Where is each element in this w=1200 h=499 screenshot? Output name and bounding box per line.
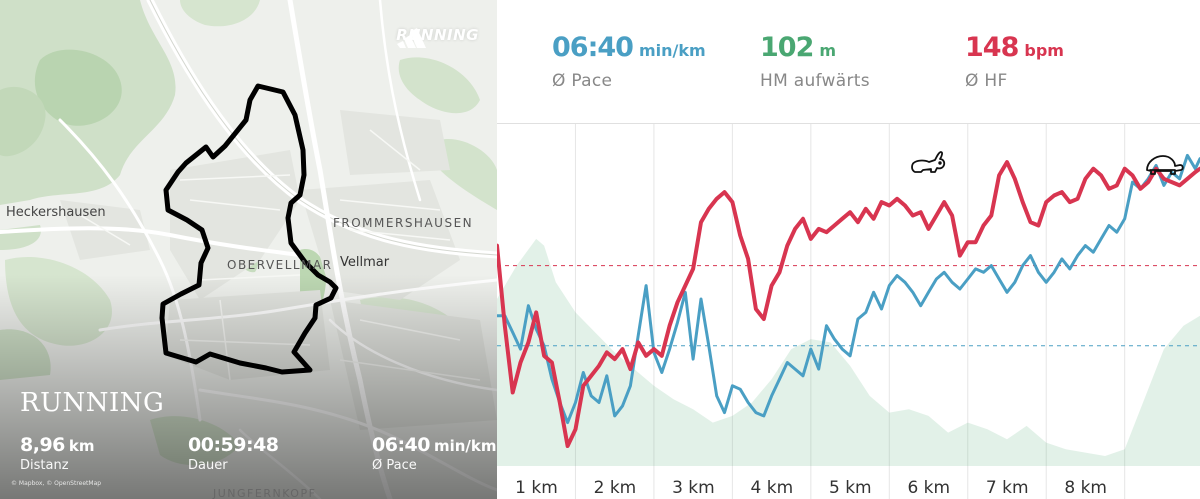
activity-chart[interactable]: 1 km 2 km 3 km 4 km 5 km 6 km 7 km 8 km [497, 124, 1200, 499]
x-tick-label: 7 km [986, 478, 1029, 498]
adidas-three-stripes-icon [397, 28, 427, 48]
stats-panel: 06:40 min/km Ø Pace 102 m HM aufwärts 148 b… [497, 0, 1200, 499]
stat-distance-label: Distanz [20, 458, 69, 473]
place-label-heckershausen: Heckershausen [6, 205, 106, 220]
stat-distance-unit: km [68, 437, 95, 455]
rabbit-icon [911, 151, 946, 173]
summary-elevation-value: 102 [760, 32, 814, 63]
stat-pace-unit: min/km [433, 437, 497, 455]
heart-rate-line [497, 160, 1200, 448]
summary-elevation-label: HM aufwärts [760, 71, 870, 91]
x-tick-label: 6 km [907, 478, 950, 498]
summary-pace: 06:40 min/km Ø Pace [552, 32, 706, 91]
place-label-frommershausen: FROMMERSHAUSEN [333, 216, 474, 230]
stat-distance-value: 8,96 [20, 434, 65, 456]
map-attribution[interactable]: © Mapbox, © OpenStreetMap [11, 480, 102, 487]
chart-grid [574, 124, 1126, 499]
summary-heart-rate-value: 148 [965, 32, 1019, 63]
stat-pace: 06:40 min/km Ø Pace [372, 434, 497, 473]
elevation-series [497, 238, 1200, 466]
stat-pace-value: 06:40 [372, 434, 430, 456]
place-label-jungfernkopf: JUNGFERNKOPF [213, 487, 317, 499]
summary-pace-value: 06:40 [552, 32, 634, 63]
place-label-vellmar: Vellmar [340, 255, 390, 270]
summary-heart-rate: 148 bpm Ø HF [965, 32, 1064, 91]
elevation-area [497, 238, 1200, 466]
summary-heart-rate-unit: bpm [1024, 41, 1064, 60]
stat-pace-label: Ø Pace [372, 458, 417, 473]
place-label-obervellmar: OBERVELLMAR [227, 258, 333, 272]
line-series [497, 153, 1200, 448]
activity-title: RUNNING [20, 388, 165, 418]
x-tick-label: 8 km [1064, 478, 1107, 498]
summary-elevation: 102 m HM aufwärts [760, 32, 870, 91]
summary-pace-unit: min/km [638, 41, 706, 60]
x-tick-label: 4 km [751, 478, 794, 498]
stat-duration-value: 00:59:48 [188, 434, 279, 456]
summary-pace-label: Ø Pace [552, 71, 613, 91]
summary-header: 06:40 min/km Ø Pace 102 m HM aufwärts 148 b… [497, 0, 1200, 124]
x-tick-label: 2 km [594, 478, 637, 498]
x-tick-label: 3 km [672, 478, 715, 498]
x-tick-label: 5 km [829, 478, 872, 498]
route-map[interactable]: Heckershausen FROMMERSHAUSEN OBERVELLMAR… [0, 0, 497, 499]
x-axis: 1 km 2 km 3 km 4 km 5 km 6 km 7 km 8 km [515, 478, 1107, 498]
x-tick-label: 1 km [515, 478, 558, 498]
brand-badge: RUNNING [396, 24, 479, 48]
summary-elevation-unit: m [819, 41, 837, 60]
speed-icons [911, 151, 1184, 175]
map-background [0, 0, 497, 499]
stat-distance: 8,96 km Distanz [20, 434, 95, 473]
average-lines [497, 265, 1200, 347]
turtle-icon [1146, 155, 1184, 175]
stat-duration-label: Dauer [188, 458, 228, 473]
summary-heart-rate-label: Ø HF [965, 71, 1008, 91]
pace-line [497, 153, 1200, 425]
stat-duration: 00:59:48 Dauer [188, 434, 279, 473]
